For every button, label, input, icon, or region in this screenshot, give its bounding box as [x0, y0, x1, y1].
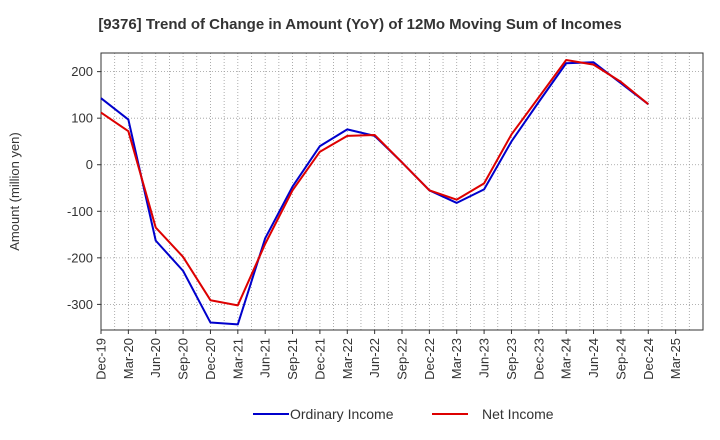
y-tick-label: 0 [86, 157, 93, 172]
y-tick-label: -100 [67, 204, 93, 219]
x-tick-label: Sep-24 [613, 338, 628, 380]
x-tick-label: Mar-24 [559, 338, 574, 379]
y-tick-label: 200 [71, 64, 93, 79]
x-tick-label: Mar-21 [230, 338, 245, 379]
chart-title: [9376] Trend of Change in Amount (YoY) o… [98, 16, 622, 33]
x-tick-label: Dec-19 [94, 338, 109, 380]
y-tick-label: -200 [67, 250, 93, 265]
x-tick-label: Jun-22 [367, 338, 382, 378]
x-tick-label: Sep-21 [285, 338, 300, 380]
legend-label: Net Income [482, 406, 554, 422]
y-axis-label: Amount (million yen) [7, 132, 22, 251]
x-tick-label: Mar-23 [449, 338, 464, 379]
x-tick-label: Dec-22 [422, 338, 437, 380]
x-tick-label: Sep-20 [176, 338, 191, 380]
series-line-net-income [100, 58, 649, 307]
x-tick-label: Mar-25 [668, 338, 683, 379]
x-tick-label: Dec-23 [531, 338, 546, 380]
x-tick-label: Sep-22 [395, 338, 410, 380]
x-tick-label: Dec-20 [203, 338, 218, 380]
x-tick-label: Mar-22 [340, 338, 355, 379]
x-tick-label: Jun-23 [477, 338, 492, 378]
x-tick-label: Dec-21 [312, 338, 327, 380]
y-tick-label: 100 [71, 111, 93, 126]
y-tick-label: -300 [67, 297, 93, 312]
legend-label: Ordinary Income [290, 406, 394, 422]
x-tick-label: Mar-20 [121, 338, 136, 379]
x-tick-label: Sep-23 [504, 338, 519, 380]
x-tick-label: Dec-24 [641, 338, 656, 380]
x-tick-label: Jun-24 [586, 338, 601, 378]
x-tick-label: Jun-20 [148, 338, 163, 378]
x-tick-label: Jun-21 [258, 338, 273, 378]
